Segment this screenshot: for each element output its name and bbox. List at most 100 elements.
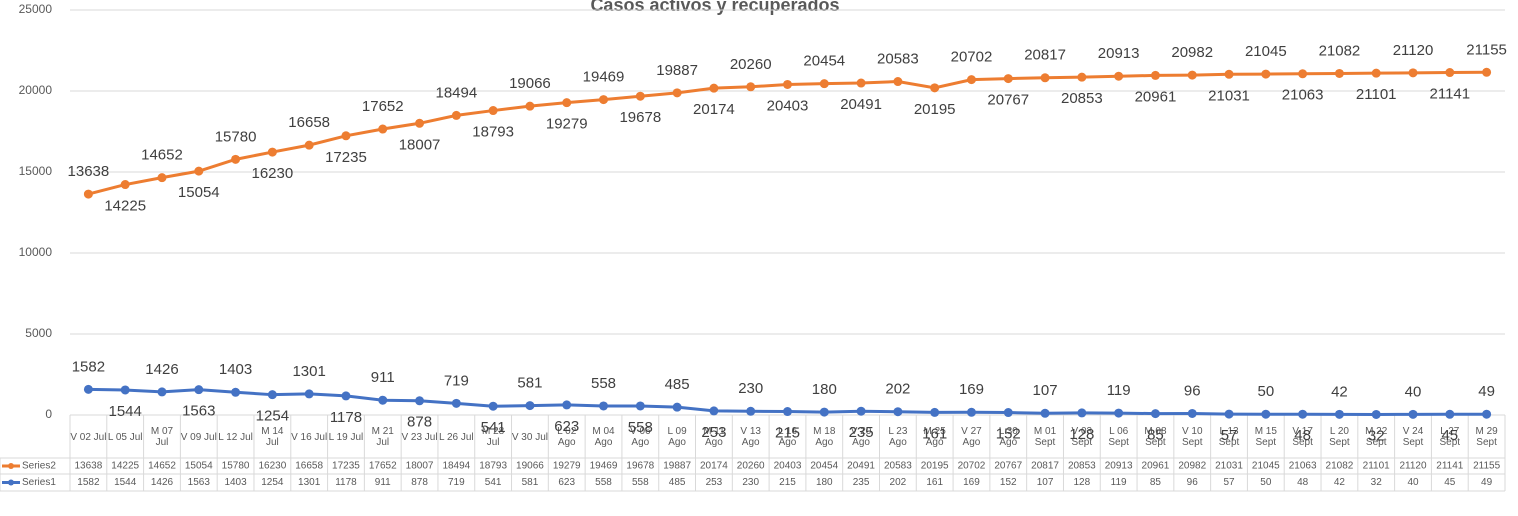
data-label: 49 xyxy=(1478,383,1495,400)
x-tick-label: L 06 Sept xyxy=(1108,426,1129,448)
table-value: 13638 xyxy=(74,461,102,472)
data-label: 20454 xyxy=(803,53,845,70)
data-label: 169 xyxy=(959,381,984,398)
data-label: 15054 xyxy=(178,184,220,201)
x-tick-label: L 20 Sept xyxy=(1329,426,1350,448)
marker xyxy=(157,173,167,183)
table-value: 558 xyxy=(595,477,612,488)
x-tick-label-box: V 13 Ago xyxy=(740,426,761,448)
marker xyxy=(672,88,682,98)
y-tick-label: 25000 xyxy=(19,2,53,16)
x-tick-label: L 12 Jul xyxy=(218,431,253,443)
data-label: 558 xyxy=(628,419,653,436)
table-value: 20491 xyxy=(847,461,875,472)
x-tick-label: V 17 Sept xyxy=(1292,426,1313,448)
x-tick-label: M 08 Sept xyxy=(1144,426,1167,448)
x-tick-label-box: M 25 Ago xyxy=(924,426,946,448)
x-tick-label-box: M 11 Ago xyxy=(703,426,725,448)
table-value: 1254 xyxy=(261,477,284,488)
data-label: 18494 xyxy=(435,84,477,101)
data-label: 541 xyxy=(481,419,506,436)
marker xyxy=(599,95,609,105)
table-value: 16230 xyxy=(258,461,286,472)
y-tick-label: 5000 xyxy=(25,326,52,340)
x-tick-label: V 13 Ago xyxy=(740,426,761,448)
x-tick-label: V 30 Jul xyxy=(511,431,548,443)
data-label: 13638 xyxy=(68,163,110,180)
marker xyxy=(1298,69,1308,79)
marker xyxy=(856,406,866,416)
x-tick-label: M 28 Jul xyxy=(482,426,505,448)
data-label: 1178 xyxy=(330,409,362,426)
marker xyxy=(525,101,535,111)
marker xyxy=(415,396,425,406)
x-tick-label: V 20 Ago xyxy=(850,426,872,448)
marker xyxy=(1114,71,1124,81)
data-label: 18007 xyxy=(399,136,441,153)
table-value: 96 xyxy=(1187,477,1199,488)
x-tick-label: L 23 Ago xyxy=(888,426,908,448)
table-value: 21045 xyxy=(1252,461,1280,472)
table-value: 128 xyxy=(1074,477,1091,488)
table-value: 180 xyxy=(816,477,833,488)
x-tick-label-box: V 27 Ago xyxy=(961,426,982,448)
table-value: 21141 xyxy=(1436,461,1464,472)
marker xyxy=(1003,74,1013,84)
x-tick-label-box: V 03 Sept xyxy=(1072,426,1093,448)
marker xyxy=(1040,73,1050,83)
x-tick-label-box: L 23 Ago xyxy=(888,426,908,448)
data-label: 20982 xyxy=(1171,44,1213,61)
table-value: 21063 xyxy=(1289,461,1317,472)
x-tick-label: L 13 Sept xyxy=(1218,426,1240,448)
marker xyxy=(1187,408,1197,418)
marker xyxy=(1408,409,1418,419)
legend-marker xyxy=(8,463,14,469)
data-label: 20195 xyxy=(914,101,956,118)
data-label: 18793 xyxy=(472,124,514,141)
data-label: 15780 xyxy=(215,128,257,145)
marker xyxy=(194,166,204,176)
data-label: 719 xyxy=(444,372,469,389)
data-label: 19469 xyxy=(583,69,625,86)
x-tick-label: V 24 Sept xyxy=(1402,426,1424,448)
table-value: 14225 xyxy=(111,461,139,472)
table-value: 21120 xyxy=(1399,461,1427,472)
table-value: 230 xyxy=(742,477,759,488)
data-label: 230 xyxy=(738,380,763,397)
marker xyxy=(415,118,425,128)
marker xyxy=(488,401,498,411)
chart-title: Casos activos y recuperados xyxy=(590,0,839,15)
marker xyxy=(709,83,719,93)
data-label: 19066 xyxy=(509,75,551,92)
x-tick-label-box: V 02 Jul xyxy=(70,432,106,443)
data-label: 1544 xyxy=(109,403,142,420)
marker xyxy=(1224,69,1234,79)
marker xyxy=(635,91,645,101)
data-label: 21031 xyxy=(1208,87,1250,104)
marker xyxy=(672,402,682,412)
table-value: 161 xyxy=(926,477,943,488)
table-value: 169 xyxy=(963,477,980,488)
table-value: 21031 xyxy=(1215,461,1243,472)
marker xyxy=(83,189,93,199)
x-tick-label: L 05 Jul xyxy=(107,431,143,443)
marker xyxy=(819,79,829,89)
marker xyxy=(120,180,130,190)
data-label: 32 xyxy=(1368,427,1385,444)
marker xyxy=(1077,408,1087,418)
legend-label: Series1 xyxy=(22,477,56,488)
data-label: 14652 xyxy=(141,147,183,164)
x-tick-label: L 30 Ago xyxy=(998,426,1018,448)
x-tick-label-box: V 24 Sept xyxy=(1402,426,1424,448)
data-label: 96 xyxy=(1184,382,1201,399)
data-label: 20913 xyxy=(1098,45,1140,62)
marker xyxy=(1150,409,1160,419)
x-tick-label-box: M 28 Jul xyxy=(482,426,505,448)
x-tick-label: M 11 Ago xyxy=(703,426,725,448)
table-value: 623 xyxy=(558,477,575,488)
table-value: 235 xyxy=(853,477,870,488)
x-tick-label-box: L 09 Ago xyxy=(668,426,687,448)
data-label: 16230 xyxy=(252,165,294,182)
data-label: 623 xyxy=(554,418,579,435)
marker xyxy=(893,77,903,87)
